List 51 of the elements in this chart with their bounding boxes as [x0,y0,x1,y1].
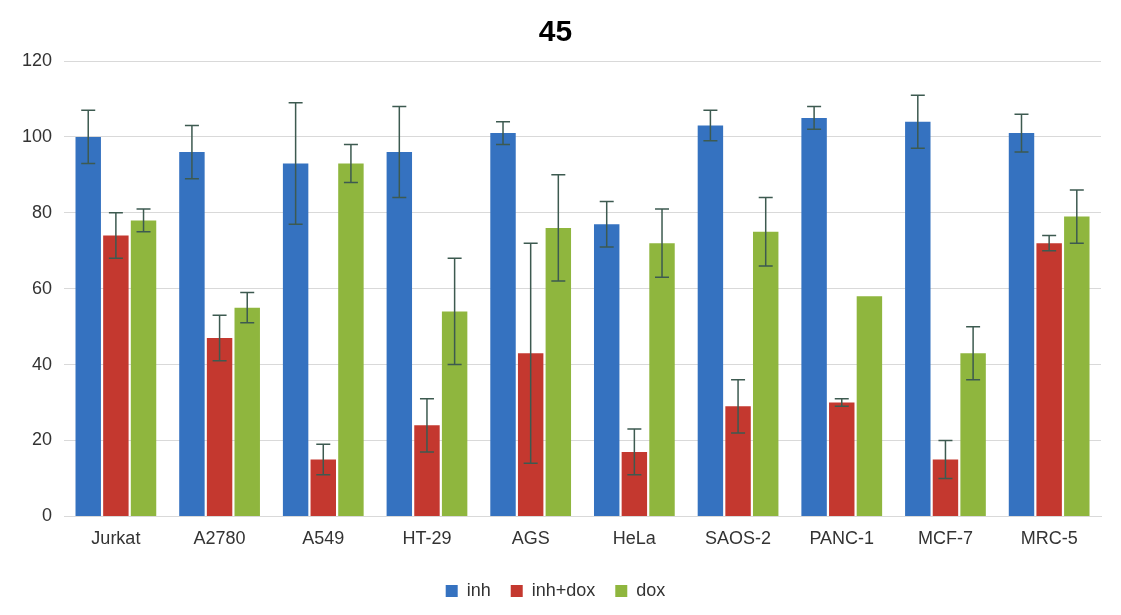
bar [414,425,440,516]
bar [517,353,544,516]
bar [960,353,986,516]
bar [130,220,157,516]
legend-label: dox [636,579,666,600]
y-tick-label: 20 [32,429,53,450]
bar [649,243,675,516]
bar [310,459,336,516]
bar [545,227,572,516]
bar [725,406,751,516]
x-tick-label: PANC-1 [809,528,875,549]
x-tick-label: HeLa [612,528,657,549]
x-tick-label: A549 [302,528,345,549]
bar [1008,133,1035,516]
bar [829,402,855,516]
bar [752,231,779,516]
bar [801,117,827,516]
bar [932,459,959,516]
x-tick-label: Jurkat [91,528,141,549]
bar [206,338,233,516]
bar [593,224,620,516]
bar [621,451,648,516]
legend-label: inh+dox [531,579,596,600]
x-tick-label: MRC-5 [1020,528,1078,549]
x-tick-label: A2780 [193,528,246,549]
bar [905,121,931,516]
y-tick-label: 100 [21,125,53,146]
x-tick-label: MCF-7 [917,528,973,549]
bar [856,296,883,516]
bar [441,311,468,516]
bar [103,235,129,516]
x-tick-label: AGS [511,528,550,549]
legend-label: inh [466,579,491,600]
bar [490,133,516,516]
bar [338,163,364,516]
y-tick-label: 80 [32,201,53,222]
x-tick-label: HT-29 [402,528,452,549]
bar [234,307,260,516]
chart-title: 45 [538,14,573,48]
y-tick-label: 0 [42,505,53,526]
bar [1036,243,1062,516]
y-tick-label: 60 [32,277,53,298]
x-tick-label: SAOS-2 [705,528,772,549]
bar [386,152,413,516]
bar [1064,216,1090,516]
bar [697,125,724,516]
y-tick-label: 120 [21,49,53,70]
bar [75,136,101,516]
y-tick-label: 40 [32,353,53,374]
bar [179,152,205,516]
bar [282,163,309,516]
